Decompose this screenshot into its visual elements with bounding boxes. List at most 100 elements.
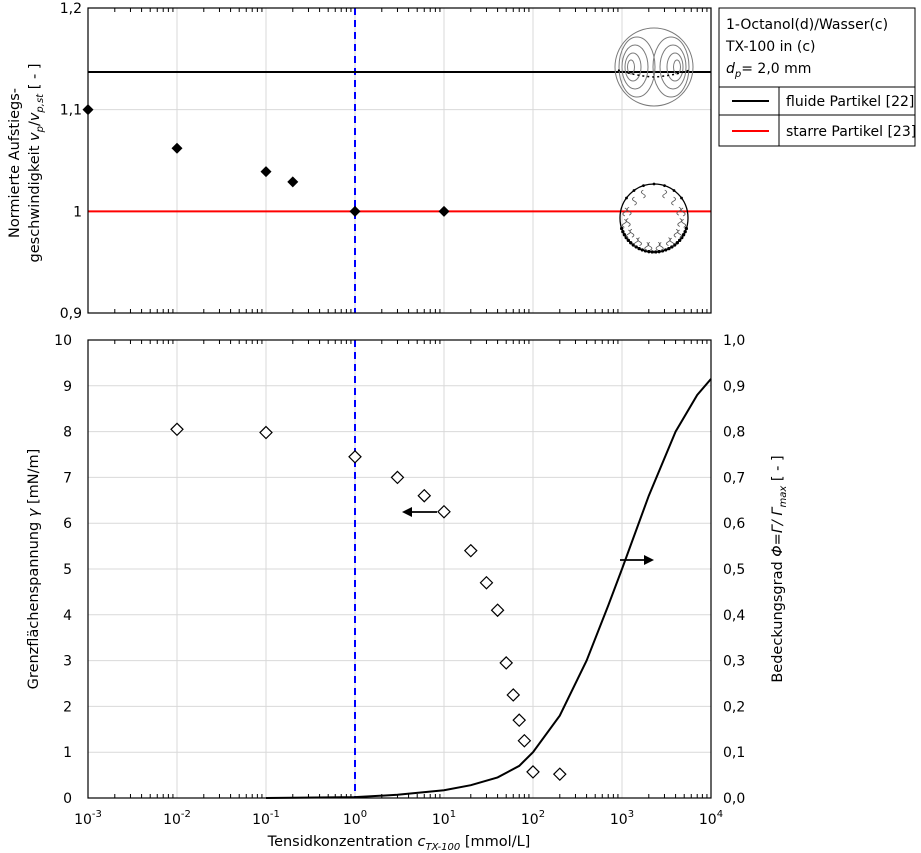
left-y-tick-label: 8 xyxy=(63,425,72,441)
data-point xyxy=(526,765,540,779)
surface-mark xyxy=(676,206,682,216)
surface-dot xyxy=(670,245,674,249)
data-point xyxy=(390,470,405,485)
legend-header-line1: 1-Octanol(d)/Wasser(c) xyxy=(726,17,888,33)
surface-dot xyxy=(629,241,633,245)
legend-frame xyxy=(718,7,916,147)
surface-dot xyxy=(667,246,671,251)
bottom-panel: 0 1 2 3 4 5 6 7 8 9 10 0,0 0,1 0,2 0,3 0,4 0,5 0,6 0,7 0,8… xyxy=(26,333,789,853)
top-panel: 0,9 1 1,1 1,2 Normierte Aufstiegs- geschwin… xyxy=(7,1,712,322)
surface-dot xyxy=(620,226,624,231)
left-y-tick-label: 5 xyxy=(63,562,72,578)
data-point xyxy=(552,767,567,782)
x-tick-label: 102 xyxy=(521,809,545,828)
right-y-tick-label: 0,5 xyxy=(723,562,745,578)
data-point xyxy=(170,422,184,437)
bottom-right-y-tick-labels: 0,0 0,1 0,2 0,3 0,4 0,5 0,6 0,7 0,8 0,9 1,0 xyxy=(723,333,745,807)
x-axis-label: Tensidkonzentration cTX-100 [mmol/L] xyxy=(267,834,531,853)
data-point xyxy=(512,713,527,727)
data-point xyxy=(259,425,273,440)
surface-mark xyxy=(622,207,628,217)
left-axis-arrow xyxy=(402,507,437,517)
x-tick-label: 10-2 xyxy=(163,809,191,828)
data-point xyxy=(517,733,532,748)
coverage-curve xyxy=(265,378,712,799)
left-y-tick-label: 2 xyxy=(63,699,72,715)
bottom-plot-frame xyxy=(87,339,712,799)
surface-dot xyxy=(680,196,683,200)
data-point xyxy=(490,603,505,618)
left-y-axis-label: Grenzflächenspannung γ [mN/m] xyxy=(26,449,42,690)
data-point xyxy=(437,504,451,519)
surface-dot xyxy=(664,248,668,252)
right-y-tick-label: 0,6 xyxy=(723,516,745,532)
surface-mark xyxy=(637,237,642,247)
x-tick-label: 101 xyxy=(432,809,456,828)
left-y-tick-label: 1 xyxy=(63,745,72,761)
x-tick-label: 100 xyxy=(343,809,367,828)
surface-mark xyxy=(677,229,683,239)
y-tick-label: 1 xyxy=(73,204,82,220)
surface-dot xyxy=(626,238,630,242)
right-y-tick-label: 0,3 xyxy=(723,654,745,670)
data-point xyxy=(463,543,478,558)
legend-header-line2: TX-100 in (c) xyxy=(725,39,816,55)
legend-header-line3: dp= 2,0 mm xyxy=(726,61,811,80)
surface-mark xyxy=(662,189,668,199)
surface-mark xyxy=(625,229,631,239)
data-point xyxy=(506,688,521,702)
bottom-gridlines xyxy=(88,340,711,798)
surface-dot xyxy=(684,226,688,231)
left-y-tick-label: 0 xyxy=(63,791,72,807)
data-point xyxy=(499,656,514,670)
data-point xyxy=(260,166,272,178)
surface-mark xyxy=(671,196,676,206)
surface-dot xyxy=(678,238,682,242)
left-y-tick-label: 4 xyxy=(63,608,72,624)
surface-dot xyxy=(634,245,638,249)
surface-mark xyxy=(629,228,635,238)
surface-dot xyxy=(672,189,676,192)
data-point xyxy=(438,205,450,217)
x-tick-label: 10-1 xyxy=(252,809,280,828)
data-point xyxy=(287,176,299,188)
left-y-tick-label: 6 xyxy=(63,516,72,532)
top-y-tick-labels: 0,9 1 1,1 1,2 xyxy=(60,1,82,322)
top-data-points xyxy=(82,104,450,217)
surface-dot xyxy=(622,233,627,237)
surface-mark xyxy=(658,242,664,251)
surface-mark xyxy=(644,242,650,251)
surface-dot xyxy=(657,250,661,254)
right-y-tick-label: 1,0 xyxy=(723,333,745,349)
surface-mark xyxy=(632,196,637,206)
fluid-particle-streamlines-icon xyxy=(614,27,694,107)
surface-dot xyxy=(675,241,679,245)
y-tick-label: 1,2 xyxy=(60,1,82,17)
surface-mark xyxy=(625,218,631,227)
surface-dot xyxy=(683,230,687,234)
surface-mark xyxy=(666,237,671,247)
rigid-particle-icon xyxy=(619,182,689,254)
surface-mark xyxy=(680,207,686,217)
surface-mark xyxy=(677,218,683,227)
x-tick-label: 104 xyxy=(699,809,723,828)
data-point xyxy=(171,142,183,154)
surface-mark xyxy=(633,237,639,247)
legend-entry-fluid: fluide Partikel [22] xyxy=(786,94,914,110)
surface-dot xyxy=(652,182,656,186)
surface-tension-points xyxy=(170,422,567,782)
right-y-tick-label: 0,2 xyxy=(723,699,745,715)
left-y-tick-label: 3 xyxy=(63,654,72,670)
right-y-axis-label: Bedeckungsgrad Φ=Γ/ Γmax [ - ] xyxy=(770,455,789,682)
surface-mark xyxy=(673,228,679,238)
data-point xyxy=(417,488,432,503)
left-y-tick-label: 7 xyxy=(63,470,72,486)
surface-mark xyxy=(640,189,646,199)
surface-dot xyxy=(642,184,645,188)
surface-dot xyxy=(621,230,625,234)
surface-mark xyxy=(681,219,687,228)
surface-dot xyxy=(681,233,686,237)
data-point xyxy=(479,575,494,590)
surface-dot xyxy=(650,250,654,254)
